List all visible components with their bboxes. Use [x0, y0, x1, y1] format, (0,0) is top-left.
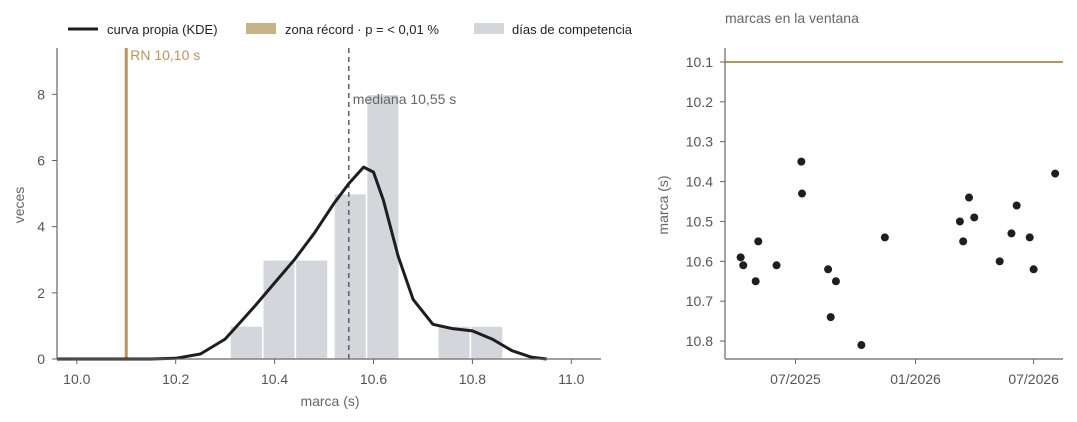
- y-tick-label-0: 0: [37, 351, 45, 367]
- scatter-point-19: [1025, 233, 1034, 242]
- scatter-x-tick-label-1: 01/2026: [890, 371, 941, 387]
- histogram-bar-1: [261, 258, 297, 360]
- histogram-bar-3: [333, 192, 368, 360]
- scatter-point-10: [857, 341, 866, 350]
- scatter-y-tick-label-4: 10.5: [686, 213, 713, 229]
- scatter-y-tick-label-6: 10.7: [686, 293, 713, 309]
- scatter-point-7: [824, 265, 833, 274]
- left-y-ticks: 0 2 4 6 8: [37, 86, 57, 367]
- scatter-point-5: [797, 157, 806, 166]
- scatter-point-18: [1012, 201, 1021, 210]
- legend-kde-label: curva propia (KDE): [107, 22, 218, 37]
- scatter-y-tick-label-5: 10.6: [686, 253, 713, 269]
- legend: curva propia (KDE) zona récord · p = < 0…: [68, 22, 633, 37]
- scatter-title: marcas en la ventana: [725, 10, 859, 26]
- x-tick-label-4: 10.8: [459, 371, 486, 387]
- scatter-point-3: [754, 237, 763, 246]
- y-tick-label-3: 6: [37, 152, 45, 168]
- left-x-ticks: 10.0 10.2 10.4 10.6 10.8 11.0: [63, 359, 585, 387]
- scatter-point-20: [1029, 265, 1038, 274]
- scatter-x-tick-label-2: 07/2026: [1008, 371, 1059, 387]
- histogram-bars: [229, 93, 504, 360]
- scatter-point-2: [751, 277, 760, 286]
- x-tick-label-1: 10.2: [162, 371, 189, 387]
- y-tick-label-4: 8: [37, 86, 45, 102]
- scatter-points: [736, 157, 1060, 350]
- right-x-ticks: 07/2025 01/2026 07/2026: [770, 359, 1059, 387]
- right-y-axis-label: marca (s): [655, 175, 671, 234]
- scatter-y-tick-label-0: 10.1: [686, 54, 713, 70]
- scatter-panel: marcas en la ventana 07/2025 01/2026 07/20…: [655, 10, 1063, 387]
- scatter-point-14: [965, 193, 974, 202]
- scatter-point-11: [880, 233, 889, 242]
- y-tick-label-1: 2: [37, 285, 45, 301]
- scatter-point-13: [959, 237, 968, 246]
- legend-hist-swatch: [474, 23, 504, 34]
- scatter-point-15: [970, 213, 979, 222]
- y-tick-label-2: 4: [37, 219, 45, 235]
- legend-record-label: zona récord · p = < 0,01 %: [285, 22, 439, 37]
- legend-hist-label: días de competencia: [512, 22, 633, 37]
- x-tick-label-2: 10.4: [261, 371, 288, 387]
- scatter-point-1: [739, 261, 748, 270]
- scatter-point-8: [826, 313, 835, 322]
- scatter-y-tick-label-3: 10.4: [686, 174, 713, 190]
- histogram-bar-0: [229, 325, 264, 360]
- scatter-point-21: [1051, 169, 1060, 178]
- scatter-x-tick-label-0: 07/2025: [770, 371, 821, 387]
- left-y-axis-label: veces: [11, 187, 27, 224]
- scatter-point-16: [995, 257, 1004, 266]
- left-x-axis-label: marca (s): [300, 393, 359, 409]
- scatter-y-tick-label-1: 10.2: [686, 94, 713, 110]
- scatter-y-tick-label-7: 10.8: [686, 333, 713, 349]
- scatter-point-12: [955, 217, 964, 226]
- x-tick-label-5: 11.0: [558, 371, 584, 387]
- x-tick-label-3: 10.6: [360, 371, 387, 387]
- record-label: RN 10,10 s: [130, 47, 200, 63]
- histogram-bar-2: [294, 258, 329, 360]
- right-y-ticks: 10.1 10.2 10.3 10.4 10.5 10.6 10.7 10.8: [686, 54, 725, 349]
- histogram-panel: 10.0 10.2 10.4 10.6 10.8 11.0 0 2 4 6 8 RN 10,10 …: [11, 22, 633, 409]
- median-label: mediana 10,55 s: [353, 91, 457, 107]
- scatter-point-9: [831, 277, 840, 286]
- scatter-point-6: [797, 189, 806, 198]
- scatter-point-17: [1007, 229, 1016, 238]
- histogram-bar-4: [365, 93, 400, 360]
- kde-curve: [57, 165, 547, 361]
- scatter-y-tick-label-2: 10.3: [686, 134, 713, 150]
- scatter-point-4: [772, 261, 781, 270]
- scatter-point-0: [736, 253, 745, 262]
- legend-record-swatch: [246, 23, 276, 34]
- x-tick-label-0: 10.0: [63, 371, 90, 387]
